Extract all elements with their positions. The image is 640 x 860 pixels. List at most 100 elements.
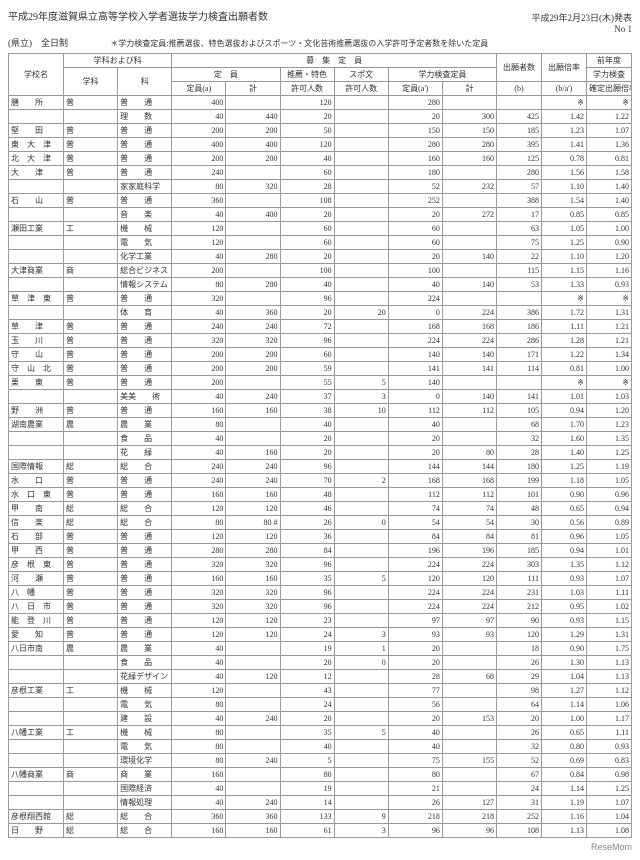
cell: 1.11 xyxy=(587,586,632,600)
cell: 320 xyxy=(226,334,280,348)
cell xyxy=(442,376,496,390)
cell: 155 xyxy=(442,754,496,768)
cell: 彦 根 東 xyxy=(9,558,64,572)
cell: 0 xyxy=(334,516,388,530)
cell xyxy=(226,222,280,236)
cell xyxy=(226,768,280,782)
cell: 1.30 xyxy=(542,656,587,670)
cell: 1.20 xyxy=(587,404,632,418)
cell xyxy=(334,670,388,684)
cell: 224 xyxy=(442,558,496,572)
cell: 252 xyxy=(388,194,442,208)
cell: 理 数 xyxy=(118,110,172,124)
cell: 機 械 xyxy=(118,684,172,698)
cell: 224 xyxy=(388,586,442,600)
cell: 2 xyxy=(334,474,388,488)
cell: 64 xyxy=(497,698,542,712)
table-row: 大津商業商総合ビジネス2001001001151.151.16 xyxy=(9,264,632,278)
cell: 甲 南 xyxy=(9,502,64,516)
cell: 240 xyxy=(226,796,280,810)
cell: 96 xyxy=(280,460,334,474)
table-row: 栗 東普普 通200555140※※ xyxy=(9,376,632,390)
cell: 農 xyxy=(64,642,118,656)
cell xyxy=(442,740,496,754)
table-row: 国際経済401921241.141.25 xyxy=(9,782,632,796)
cell: 141 xyxy=(442,362,496,376)
cell: 96 xyxy=(280,558,334,572)
cell: 1.40 xyxy=(587,180,632,194)
cell: 140 xyxy=(388,348,442,362)
table-row: 食 品4020020261.301.13 xyxy=(9,656,632,670)
cell: 120 xyxy=(226,502,280,516)
cell: 55 xyxy=(280,376,334,390)
cell: 80 xyxy=(172,726,226,740)
cell xyxy=(226,642,280,656)
cell: 普 xyxy=(64,544,118,558)
cell: 1.40 xyxy=(587,194,632,208)
table-row: 守 山普普 通200200601401401711.221.34 xyxy=(9,348,632,362)
table-row: 音 楽404002020272170.850.85 xyxy=(9,208,632,222)
cell: 音 楽 xyxy=(118,208,172,222)
cell: 32 xyxy=(497,432,542,446)
cell: 168 xyxy=(388,474,442,488)
cell xyxy=(334,264,388,278)
table-row: 電 気1206060751.250.90 xyxy=(9,236,632,250)
cell: 湖南農業 xyxy=(9,418,64,432)
cell xyxy=(334,782,388,796)
table-row: 甲 西普普 通280280841961961850.941.01 xyxy=(9,544,632,558)
cell: 108 xyxy=(497,824,542,838)
cell: 40 xyxy=(172,670,226,684)
cell xyxy=(9,740,64,754)
cell: 電 気 xyxy=(118,740,172,754)
cell: 240 xyxy=(226,474,280,488)
cell: 普 通 xyxy=(118,600,172,614)
cell: 普 通 xyxy=(118,348,172,362)
cell: 1.17 xyxy=(587,712,632,726)
cell xyxy=(226,292,280,306)
cell: 280 xyxy=(226,278,280,292)
cell: 75 xyxy=(388,754,442,768)
cell: 160 xyxy=(388,152,442,166)
cell: 建 設 xyxy=(118,712,172,726)
cell: 360 xyxy=(172,810,226,824)
table-row: 彦根工業工機 械1204377981.271.12 xyxy=(9,684,632,698)
cell: 80 xyxy=(172,418,226,432)
cell: 40 xyxy=(172,642,226,656)
cell: ※ xyxy=(542,96,587,110)
cell: 112 xyxy=(388,404,442,418)
cell: 普 通 xyxy=(118,362,172,376)
cell: 1.16 xyxy=(542,810,587,824)
cell: 1.23 xyxy=(542,124,587,138)
table-row: 八 幡普普 通320320962242242311.031.11 xyxy=(9,586,632,600)
col-prev: 前年度 xyxy=(587,54,632,68)
cell: 20 xyxy=(388,110,442,124)
cell: 3 xyxy=(334,628,388,642)
cell: 97 xyxy=(388,614,442,628)
table-row: 北 大 津普普 通200200401601601250.780.81 xyxy=(9,152,632,166)
cell: 40 xyxy=(172,306,226,320)
col-ratio: 出願倍率 xyxy=(542,54,587,82)
cell: 情報システム xyxy=(118,278,172,292)
cell: 普 通 xyxy=(118,474,172,488)
cell: 1.10 xyxy=(542,250,587,264)
cell: 90 xyxy=(497,614,542,628)
cell: 40 xyxy=(280,152,334,166)
cell: 1.36 xyxy=(587,138,632,152)
cell xyxy=(442,264,496,278)
cell xyxy=(442,222,496,236)
cell: 1.11 xyxy=(587,726,632,740)
cell xyxy=(9,656,64,670)
cell: 280 xyxy=(497,166,542,180)
cell: 20 xyxy=(280,306,334,320)
cell: 17 xyxy=(497,208,542,222)
cell: 141 xyxy=(497,390,542,404)
cell: 0 xyxy=(388,306,442,320)
cell: 200 xyxy=(226,362,280,376)
cell: 体 育 xyxy=(118,306,172,320)
cell xyxy=(497,292,542,306)
cell: 1.14 xyxy=(542,698,587,712)
table-row: 国際情報総総 合240240961441441801.251.19 xyxy=(9,460,632,474)
col-teiin-a: 定員(a) xyxy=(172,82,226,96)
cell: 21 xyxy=(388,782,442,796)
cell xyxy=(334,124,388,138)
